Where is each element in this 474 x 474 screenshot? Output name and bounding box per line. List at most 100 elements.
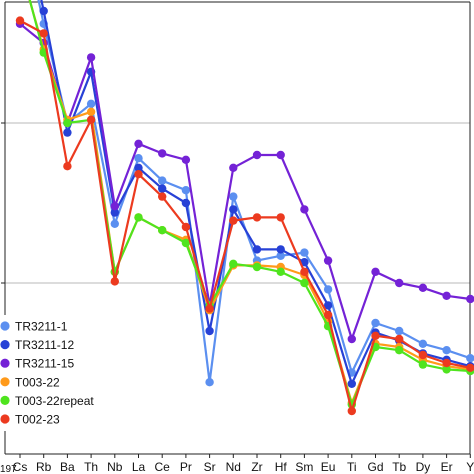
data-point: [110, 219, 120, 228]
data-point: [229, 205, 238, 214]
data-point: [205, 304, 214, 313]
x-tick-label: Pr: [180, 460, 192, 474]
data-point: [323, 310, 333, 320]
data-point: [371, 331, 380, 340]
data-point: [205, 378, 214, 387]
data-point: [15, 16, 25, 25]
data-point: [181, 222, 191, 232]
data-point: [371, 267, 380, 276]
x-tick-label: Zr: [251, 460, 262, 474]
data-point: [276, 267, 285, 276]
data-point: [300, 205, 309, 214]
data-point: [418, 339, 428, 348]
series-t002-23: [15, 16, 474, 416]
data-point: [134, 213, 143, 222]
x-tick-label: Cs: [13, 460, 28, 474]
data-point: [347, 406, 356, 416]
data-point: [442, 291, 451, 300]
data-point: [300, 278, 309, 288]
data-point: [371, 318, 380, 328]
data-point: [39, 6, 48, 16]
data-point: [110, 277, 120, 286]
data-point: [347, 379, 356, 388]
data-point: [323, 285, 333, 294]
data-point: [134, 154, 143, 163]
x-tick-label: Th: [84, 460, 98, 474]
data-point: [442, 346, 451, 355]
x-tick-label: Hf: [275, 460, 288, 474]
y-axis-fragment-label: 197: [0, 464, 17, 474]
x-tick-label: Nb: [107, 460, 123, 474]
data-point: [276, 213, 285, 222]
data-point: [158, 184, 167, 193]
data-point: [86, 99, 96, 109]
data-point: [276, 245, 285, 254]
data-point: [466, 354, 474, 363]
data-point: [347, 334, 356, 344]
data-point: [252, 262, 262, 272]
data-point: [466, 363, 474, 372]
series-line: [19, 22, 471, 341]
data-point: [395, 346, 404, 355]
x-tick-label: Gd: [367, 460, 383, 474]
legend-marker: [0, 358, 10, 368]
data-point: [323, 256, 333, 265]
data-point: [300, 267, 309, 276]
data-point: [110, 208, 120, 217]
series-tr3211-15: [15, 19, 474, 344]
legend-marker: [0, 377, 10, 387]
data-point: [63, 128, 72, 137]
data-point: [442, 358, 451, 368]
data-point: [181, 155, 191, 164]
data-point: [323, 301, 333, 310]
data-point: [252, 213, 262, 222]
data-point: [442, 365, 451, 374]
data-point: [110, 202, 120, 211]
legend-label: T003-22repeat: [15, 394, 94, 408]
data-point: [229, 192, 238, 201]
legend-marker: [0, 321, 10, 331]
data-point: [86, 107, 96, 117]
data-point: [39, 29, 48, 38]
data-point: [205, 326, 214, 336]
legend-label: T002-23: [15, 413, 60, 427]
legend-label: TR3211-15: [15, 357, 74, 371]
data-point: [158, 149, 167, 158]
data-point: [276, 251, 285, 260]
data-point: [229, 259, 238, 268]
data-point: [395, 326, 404, 336]
data-point: [395, 334, 404, 344]
data-point: [395, 278, 404, 288]
data-point: [158, 176, 167, 185]
x-tick-label: Sm: [295, 460, 313, 474]
data-point: [466, 294, 474, 304]
legend-box: [0, 315, 118, 431]
legend-label: T003-22: [15, 375, 60, 389]
x-tick-label: Ba: [60, 460, 75, 474]
data-point: [134, 163, 143, 172]
data-point: [63, 162, 72, 171]
x-tick-label: Eu: [321, 460, 336, 474]
data-point: [181, 238, 191, 248]
legend-label: TR3211-1: [15, 320, 68, 334]
data-point: [252, 245, 262, 254]
x-tick-label: Rb: [36, 460, 52, 474]
x-tick-label: Tb: [392, 460, 406, 474]
data-point: [276, 150, 285, 160]
x-tick-label: Y: [466, 460, 474, 474]
data-point: [158, 226, 167, 235]
legend-label: TR3211-12: [15, 338, 74, 352]
x-tick-label: Sr: [204, 460, 216, 474]
legend-marker: [0, 395, 10, 405]
data-point: [181, 198, 191, 208]
legend-marker: [0, 340, 10, 350]
data-point: [86, 53, 96, 62]
data-point: [418, 283, 428, 292]
legend-marker: [0, 414, 10, 424]
data-point: [418, 360, 428, 369]
data-point: [229, 216, 238, 225]
x-tick-labels: Cs Rb Ba Th Nb La Ce Pr Sr Nd Zr Hf Sm Eu Ti Gd Tb Dy Er Y: [13, 460, 474, 474]
data-point: [300, 248, 309, 257]
series-lines: [15, 0, 474, 416]
